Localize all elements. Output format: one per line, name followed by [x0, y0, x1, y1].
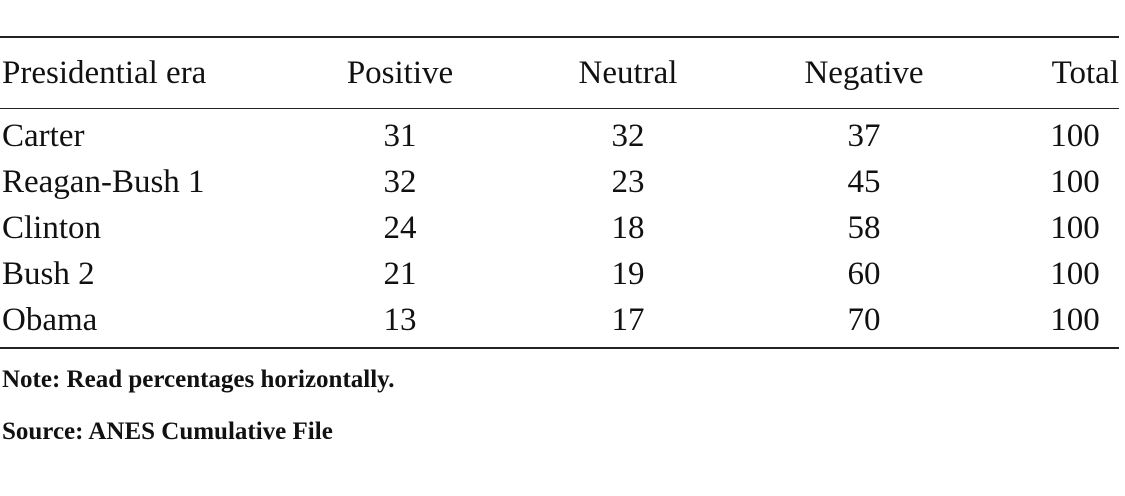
header-neutral: Neutral: [578, 55, 678, 91]
total-cell: 100: [1050, 210, 1100, 246]
header-total: Total: [1051, 55, 1119, 91]
table-header-row: Presidential era Positive Neutral Negati…: [0, 50, 1125, 96]
neutral-cell: 23: [611, 164, 645, 200]
era-cell: Clinton: [2, 210, 102, 246]
header-rule: [0, 108, 1119, 109]
positive-cell: 24: [383, 210, 417, 246]
neutral-cell: 32: [611, 118, 645, 154]
total-cell: 100: [1050, 256, 1100, 292]
table-row: Reagan-Bush 1 32 23 45 100: [0, 159, 1125, 205]
negative-cell: 70: [847, 302, 881, 338]
era-cell: Carter: [2, 118, 85, 154]
negative-cell: 58: [847, 210, 881, 246]
table-note: Note: Read percentages horizontally.: [2, 366, 395, 393]
header-positive: Positive: [346, 55, 454, 91]
bottom-rule: [0, 347, 1119, 349]
neutral-cell: 17: [611, 302, 645, 338]
positive-cell: 21: [383, 256, 417, 292]
header-presidential-era: Presidential era: [2, 55, 207, 91]
neutral-cell: 18: [611, 210, 645, 246]
header-negative: Negative: [804, 55, 924, 91]
total-cell: 100: [1050, 164, 1100, 200]
positive-cell: 13: [383, 302, 417, 338]
era-cell: Bush 2: [2, 256, 95, 292]
era-cell: Reagan-Bush 1: [2, 164, 205, 200]
positive-cell: 31: [383, 118, 417, 154]
neutral-cell: 19: [611, 256, 645, 292]
negative-cell: 60: [847, 256, 881, 292]
era-cell: Obama: [2, 302, 98, 338]
table-row: Bush 2 21 19 60 100: [0, 251, 1125, 297]
table-source: Source: ANES Cumulative File: [2, 418, 333, 445]
table-row: Obama 13 17 70 100: [0, 297, 1125, 343]
total-cell: 100: [1050, 118, 1100, 154]
table-row: Carter 31 32 37 100: [0, 113, 1125, 159]
total-cell: 100: [1050, 302, 1100, 338]
negative-cell: 45: [847, 164, 881, 200]
positive-cell: 32: [383, 164, 417, 200]
top-rule: [0, 36, 1119, 38]
negative-cell: 37: [847, 118, 881, 154]
table-row: Clinton 24 18 58 100: [0, 205, 1125, 251]
